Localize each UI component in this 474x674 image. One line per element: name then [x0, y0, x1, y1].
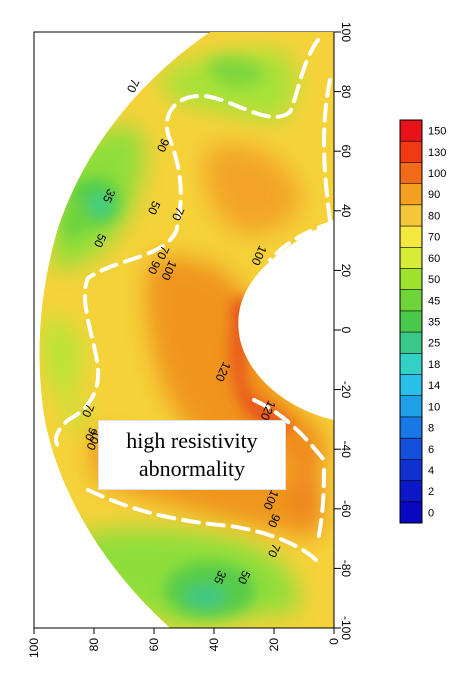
colorbar-label: 100 — [428, 168, 446, 180]
colorbar-label: 60 — [428, 253, 440, 265]
right-axis-tick-label: -20 — [339, 381, 353, 399]
colorbar-label: 90 — [428, 189, 440, 201]
contour-label: 70 — [169, 205, 187, 223]
contour-label: 35 — [211, 568, 229, 586]
bottom-axis-tick-label: 20 — [267, 638, 281, 652]
colorbar-swatch — [400, 226, 422, 248]
right-axis: 100 80 60 40 20 0 -20 -40 -60 -80 -100 — [333, 22, 353, 640]
bottom-axis-tick-label: 80 — [87, 638, 101, 652]
right-axis-tick-label: -60 — [339, 500, 353, 518]
bottom-axis: 100 80 60 40 20 0 — [27, 627, 341, 658]
colorbar-label: 4 — [428, 465, 434, 477]
colorbar-label: 50 — [428, 274, 440, 286]
contour-label: 70 — [124, 77, 142, 95]
colorbar-swatch — [400, 141, 422, 163]
colorbar-label: 80 — [428, 210, 440, 222]
contour-label: 70 — [265, 542, 283, 560]
colorbar-label: 150 — [428, 126, 446, 138]
colorbar-label: 25 — [428, 338, 440, 350]
bottom-axis-tick-label: 0 — [327, 638, 341, 645]
colorbar-swatch — [400, 162, 422, 185]
colorbar-label: 0 — [428, 507, 434, 519]
colorbar-swatch — [400, 247, 422, 269]
contour-label: 70 — [79, 401, 97, 419]
right-axis-tick-label: -100 — [339, 616, 353, 640]
bottom-axis-tick-label: 40 — [207, 638, 221, 652]
colorbar-swatch — [400, 480, 422, 503]
resistivity-field — [39, 32, 335, 628]
colorbar-label: 45 — [428, 295, 440, 307]
colorbar-swatch — [400, 289, 422, 312]
contour-label: 90 — [265, 512, 283, 530]
colorbar-label: 2 — [428, 486, 434, 498]
colorbar-swatch — [400, 204, 422, 227]
colorbar-label: 130 — [428, 147, 446, 159]
colorbar-swatch — [400, 459, 422, 482]
right-axis-tick-label: 20 — [339, 264, 353, 278]
colorbar-label: 14 — [428, 380, 440, 392]
contour-label: 50 — [91, 232, 109, 250]
right-axis-tick-label: 80 — [339, 85, 353, 99]
colorbar: 150 130 100 90 80 70 60 50 45 35 25 18 14 10 8 6 4 2 0 — [399, 119, 446, 524]
right-axis-tick-label: 60 — [339, 145, 353, 159]
right-axis-tick-label: 40 — [339, 204, 353, 218]
colorbar-label: 35 — [428, 317, 440, 329]
colorbar-swatch — [400, 120, 422, 142]
colorbar-label: 10 — [428, 401, 440, 413]
annotation-box: high resistivity abnormality — [98, 420, 286, 490]
right-axis-tick-label: 0 — [339, 327, 353, 334]
contour-label: 50 — [235, 568, 253, 586]
contour-label: 90 — [82, 425, 100, 443]
colorbar-swatch — [400, 268, 422, 291]
contour-label: 90 — [154, 136, 172, 154]
colorbar-swatch — [400, 416, 422, 439]
colorbar-swatch — [400, 374, 422, 397]
annotation-line-2: abnormality — [138, 456, 246, 481]
colorbar-swatch — [400, 183, 422, 206]
contour-label: 70 — [154, 244, 172, 262]
colorbar-swatch — [400, 438, 422, 460]
contour-label: 35 — [100, 187, 118, 205]
colorbar-swatch — [400, 332, 422, 354]
colorbar-swatch — [400, 501, 422, 524]
bottom-axis-tick-label: 100 — [27, 638, 41, 658]
bottom-axis-tick-label: 60 — [147, 638, 161, 652]
right-axis-tick-label: 100 — [339, 22, 353, 42]
contour-label: 90 — [145, 258, 163, 276]
colorbar-swatch — [400, 310, 422, 333]
right-axis-tick-label: -40 — [339, 441, 353, 459]
colorbar-label: 6 — [428, 444, 434, 456]
colorbar-swatch — [400, 395, 422, 418]
contour-label: 50 — [145, 199, 163, 217]
annotation-line-1: high resistivity — [126, 428, 258, 453]
dashed-boundary — [53, 38, 336, 562]
right-axis-tick-label: -80 — [339, 560, 353, 578]
colorbar-label: 70 — [428, 232, 440, 244]
colorbar-swatch — [400, 353, 422, 376]
colorbar-label: 18 — [428, 359, 440, 371]
colorbar-label: 8 — [428, 423, 434, 435]
